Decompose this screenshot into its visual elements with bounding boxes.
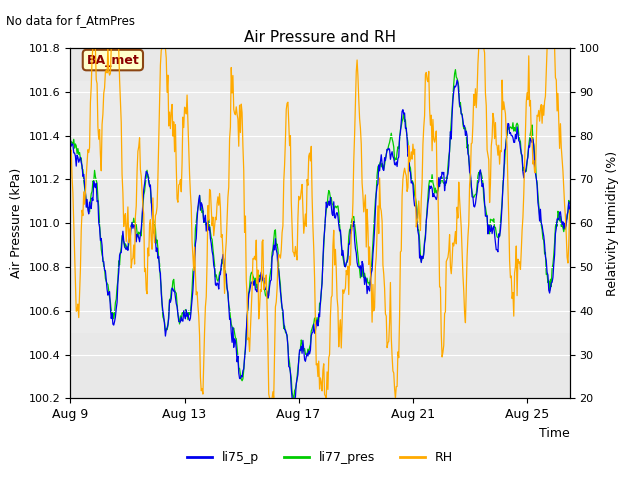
- Legend: li75_p, li77_pres, RH: li75_p, li77_pres, RH: [182, 446, 458, 469]
- X-axis label: Time: Time: [539, 427, 570, 440]
- Y-axis label: Relativity Humidity (%): Relativity Humidity (%): [606, 151, 619, 296]
- Bar: [70, 81, 570, 333]
- Text: No data for f_AtmPres: No data for f_AtmPres: [6, 14, 136, 27]
- Y-axis label: Air Pressure (kPa): Air Pressure (kPa): [10, 168, 24, 278]
- Text: BA_met: BA_met: [86, 54, 140, 67]
- Title: Air Pressure and RH: Air Pressure and RH: [244, 30, 396, 46]
